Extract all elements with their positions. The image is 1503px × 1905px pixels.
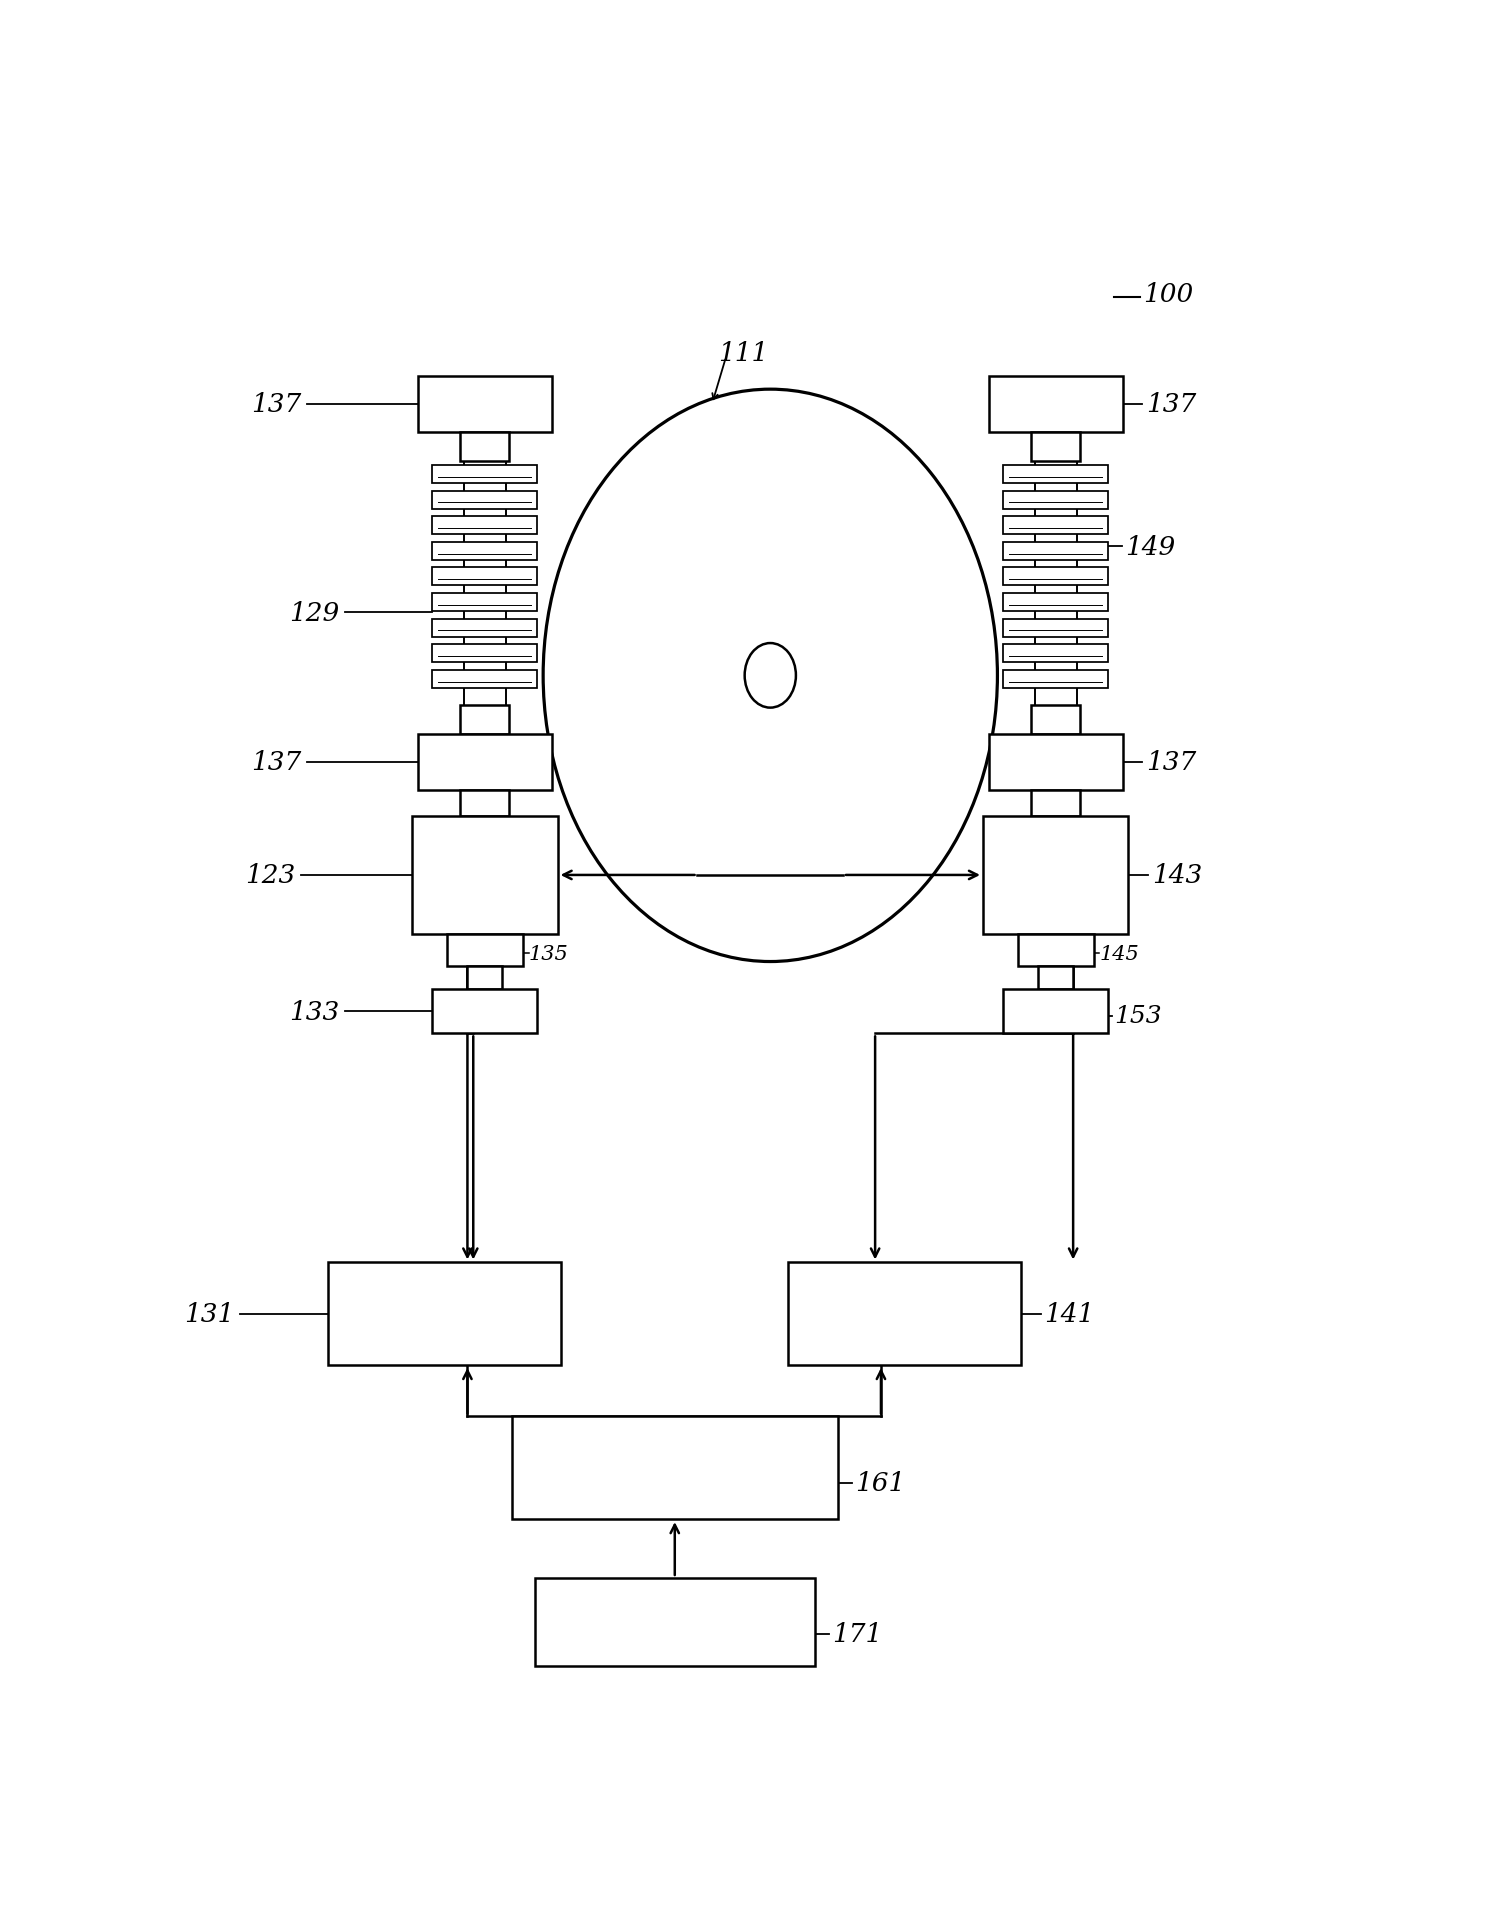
Text: CONTROLLER: CONTROLLER [842, 1326, 966, 1343]
Text: CONTROLLER: CONTROLLER [382, 1326, 507, 1343]
Bar [535, 1577, 815, 1667]
Bar [433, 646, 538, 663]
Bar [433, 491, 538, 509]
Bar [412, 817, 558, 933]
Bar [460, 791, 510, 817]
Bar [460, 705, 510, 735]
Text: 133: 133 [289, 1000, 340, 1025]
Bar [1018, 933, 1094, 966]
Text: 161: 161 [855, 1471, 906, 1495]
Bar [467, 966, 502, 991]
Text: 135: 135 [529, 945, 568, 964]
Text: 129: 129 [289, 600, 340, 625]
Text: 171: 171 [833, 1621, 882, 1646]
Bar [1004, 646, 1108, 663]
Bar [1031, 791, 1081, 817]
Bar [446, 933, 523, 966]
Bar [1031, 705, 1081, 735]
Text: 137: 137 [251, 751, 302, 775]
Text: 137: 137 [251, 392, 302, 417]
Bar [1031, 432, 1081, 461]
Bar [433, 594, 538, 612]
Bar [1004, 516, 1108, 535]
Text: 149: 149 [1126, 535, 1175, 560]
Bar [788, 1263, 1021, 1366]
Bar [1004, 619, 1108, 638]
Text: CONTROLLER: CONTROLLER [613, 1480, 736, 1497]
Bar [1039, 966, 1073, 991]
Bar [511, 1417, 837, 1520]
Text: OPERATOR: OPERATOR [625, 1596, 724, 1615]
Bar [433, 543, 538, 560]
Bar [418, 735, 552, 791]
Bar [989, 377, 1123, 432]
Text: 111: 111 [718, 341, 768, 366]
Text: 100: 100 [1144, 282, 1193, 307]
Text: 137: 137 [1145, 392, 1196, 417]
Text: 131: 131 [185, 1301, 234, 1326]
Bar [328, 1263, 561, 1366]
Bar [433, 671, 538, 690]
Text: MOTOR: MOTOR [870, 1284, 939, 1303]
Bar [1004, 568, 1108, 587]
Bar [433, 516, 538, 535]
Bar [1004, 543, 1108, 560]
Bar [1004, 991, 1108, 1034]
Bar [433, 568, 538, 587]
Bar [418, 377, 552, 432]
Text: 123: 123 [245, 863, 296, 888]
Bar [433, 465, 538, 484]
Bar [433, 991, 538, 1034]
Text: MOTOR: MOTOR [410, 1284, 478, 1303]
Bar [1004, 491, 1108, 509]
Text: 137: 137 [1145, 751, 1196, 775]
Text: 153: 153 [1114, 1004, 1162, 1029]
Bar [1004, 465, 1108, 484]
Bar [989, 735, 1123, 791]
Bar [983, 817, 1129, 933]
Text: 145: 145 [1099, 945, 1139, 964]
Bar [1004, 594, 1108, 612]
Text: 143: 143 [1151, 863, 1202, 888]
Text: MASTER: MASTER [636, 1438, 714, 1457]
Bar [460, 432, 510, 461]
Text: INPUT: INPUT [646, 1629, 703, 1648]
Bar [1004, 671, 1108, 690]
Bar [433, 619, 538, 638]
Text: 141: 141 [1045, 1301, 1094, 1326]
